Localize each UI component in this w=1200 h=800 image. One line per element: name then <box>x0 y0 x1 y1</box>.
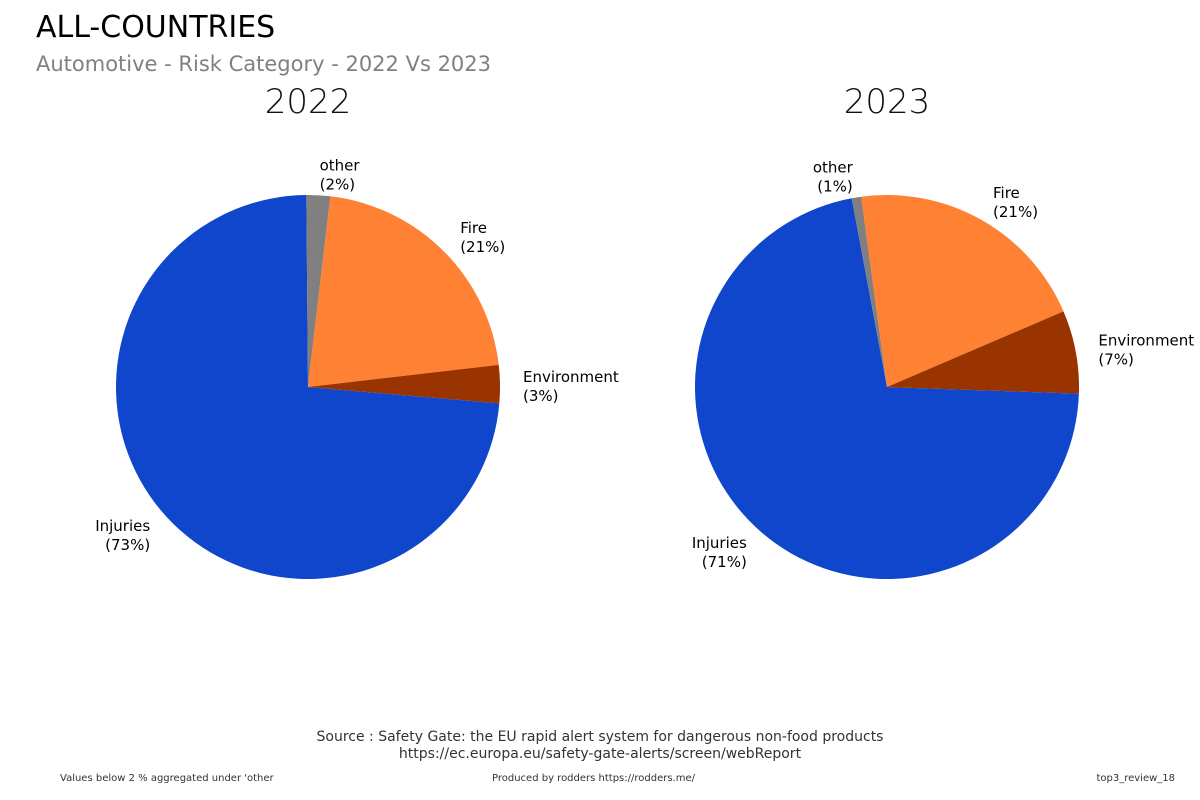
pie-slice-2022-injuries <box>116 195 500 580</box>
pie-pct-2023-fire: (21%) <box>993 203 1038 221</box>
produced-by: Produced by rodders https://rodders.me/ <box>492 773 695 784</box>
pie-slice-2022-environment <box>308 364 501 404</box>
pie-slice-2023-environment <box>887 311 1079 394</box>
pie-label-2022-other: other <box>320 156 361 174</box>
pie-pct-2023-environment: (7%) <box>1098 350 1134 368</box>
pie-pct-2022-other: (2%) <box>320 175 356 193</box>
pie-pct-2023-other: (1%) <box>817 178 853 196</box>
pie-label-2023-injuries: Injuries <box>692 534 747 552</box>
pie-slice-2023-other <box>851 196 887 387</box>
pie-label-2022-fire: Fire <box>460 219 487 237</box>
pie-slice-2023-injuries <box>694 198 1079 580</box>
pie-title-2023: 2023 <box>843 82 931 122</box>
pie-pct-2023-injuries: (71%) <box>702 553 747 571</box>
aggregation-note: Values below 2 % aggregated under 'other <box>60 773 274 784</box>
pie-slice-2022-other <box>306 195 331 387</box>
pie-slice-2022-fire <box>308 196 499 387</box>
source-url: https://ec.europa.eu/safety-gate-alerts/… <box>398 746 802 762</box>
source-line: Source : Safety Gate: the EU rapid alert… <box>316 729 884 745</box>
pie-title-2022: 2022 <box>264 82 352 122</box>
pie-pct-2022-fire: (21%) <box>460 238 505 256</box>
report-ref: top3_review_18 <box>1096 773 1175 784</box>
pie-label-2023-environment: Environment <box>1098 331 1194 349</box>
pie-label-2022-environment: Environment <box>523 368 619 386</box>
page-subtitle: Automotive - Risk Category - 2022 Vs 202… <box>36 52 492 76</box>
page-title: ALL-COUNTRIES <box>36 10 276 45</box>
pie-label-2023-fire: Fire <box>993 184 1020 202</box>
pie-slice-2023-fire <box>861 195 1064 387</box>
pie-pct-2022-injuries: (73%) <box>105 536 150 554</box>
pie-label-2022-injuries: Injuries <box>95 517 150 535</box>
pie-pct-2022-environment: (3%) <box>523 387 559 405</box>
pie-label-2023-other: other <box>813 159 854 177</box>
